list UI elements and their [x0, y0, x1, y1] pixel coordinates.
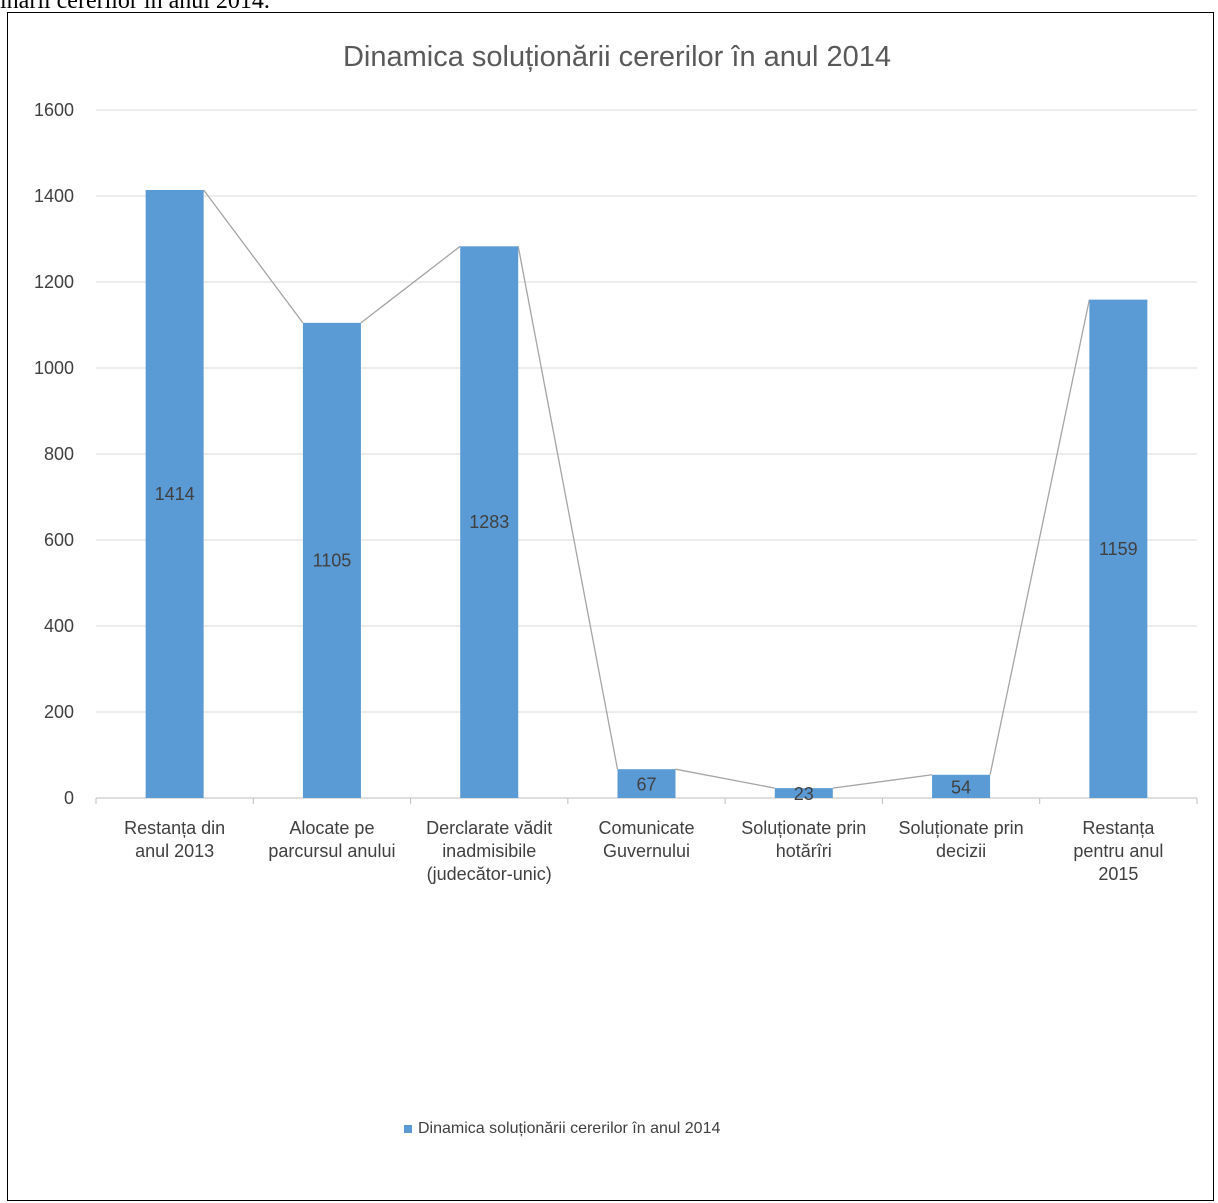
connector-line	[832, 774, 933, 789]
data-label: 1414	[155, 484, 195, 504]
data-labels: 0 200 400 600 800 1000 1200 1400 1600 1414 Restanț…	[34, 100, 1163, 884]
data-label: 1283	[469, 512, 509, 532]
y-tick-label: 1000	[34, 358, 74, 378]
bar	[617, 769, 676, 798]
connector-line	[203, 189, 304, 324]
x-tick-label: hotărîri	[776, 841, 832, 861]
bars	[145, 189, 1148, 799]
bar	[302, 322, 361, 798]
data-label: 67	[636, 775, 656, 795]
x-tick-label: parcursul anului	[268, 841, 395, 861]
bar	[932, 774, 991, 798]
legend-swatch	[404, 1125, 412, 1133]
x-tick-label: anul 2013	[135, 841, 214, 861]
data-label: 54	[951, 777, 971, 797]
axes	[95, 797, 1198, 804]
bar	[774, 788, 833, 798]
connector-line	[517, 246, 619, 770]
data-label: 1105	[313, 550, 352, 570]
connector-line	[675, 768, 775, 789]
x-tick-label: decizii	[936, 841, 986, 861]
connector-lines	[203, 189, 1090, 789]
x-tick-label: pentru anul	[1073, 841, 1163, 861]
bar	[1089, 299, 1148, 798]
x-tick-label: Alocate pe	[289, 818, 374, 838]
y-tick-label: 200	[44, 702, 74, 722]
x-tick-label: (judecător-unic)	[427, 864, 552, 884]
gridlines	[96, 109, 1197, 713]
x-tick-label: Derclarate vădit	[426, 818, 552, 838]
y-tick-label: 400	[44, 616, 74, 636]
legend-label: Dinamica soluționării cererilor în anul …	[418, 1120, 720, 1137]
connector-line	[989, 299, 1090, 775]
x-tick-label: inadmisibile	[442, 841, 536, 861]
x-tick-label: Comunicate	[598, 818, 694, 838]
y-tick-label: 1400	[34, 186, 74, 206]
y-tick-label: 0	[64, 788, 74, 808]
y-tick-label: 1600	[34, 100, 74, 120]
x-tick-label: Soluționate prin	[741, 818, 866, 838]
bar	[460, 246, 519, 798]
y-tick-label: 1200	[34, 272, 74, 292]
chart-title: Dinamica soluționării cererilor în anul …	[343, 41, 891, 73]
legend: Dinamica soluționării cererilor în anul …	[404, 1120, 720, 1137]
page-caption: inării cererilor în anul 2014.	[0, 0, 270, 14]
chart-frame	[7, 12, 1214, 1201]
x-tick-label: 2015	[1098, 864, 1138, 884]
data-label: 1159	[1099, 539, 1138, 559]
x-tick-label: Restanța din	[124, 818, 225, 838]
x-tick-label: Restanța	[1082, 818, 1155, 838]
x-tick-label: Soluționate prin	[899, 818, 1024, 838]
y-tick-label: 600	[44, 530, 74, 550]
x-tick-label: Guvernului	[603, 841, 690, 861]
data-label: 23	[794, 784, 814, 804]
bar	[145, 189, 204, 799]
y-tick-label: 800	[44, 444, 74, 464]
connector-line	[360, 245, 461, 324]
